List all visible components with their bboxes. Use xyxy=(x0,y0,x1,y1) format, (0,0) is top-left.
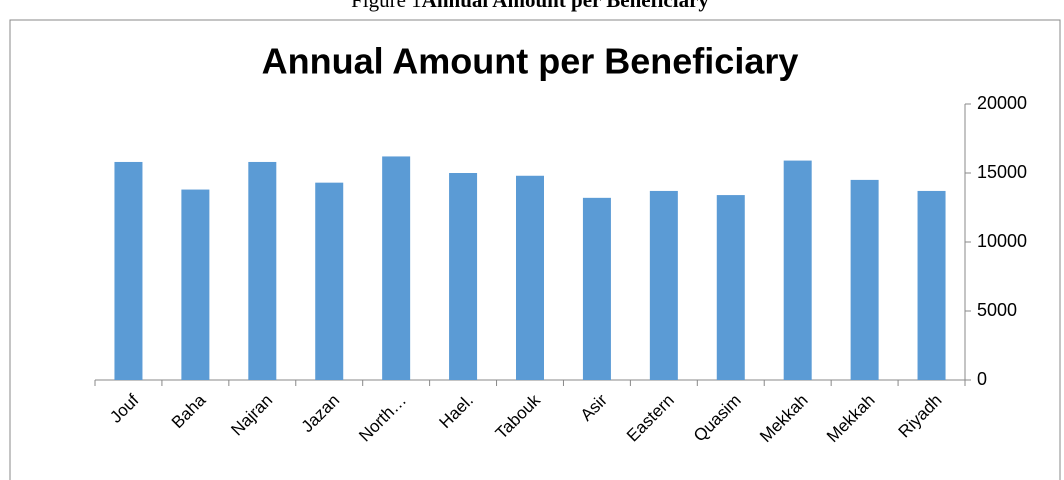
bar xyxy=(516,175,544,380)
bar xyxy=(649,190,678,380)
y-tick-label: 5000 xyxy=(977,300,1017,320)
bar xyxy=(248,161,277,380)
x-tick-label: North… xyxy=(355,391,410,446)
y-tick-label: 15000 xyxy=(977,162,1027,182)
x-tick-label: Tabouk xyxy=(492,390,545,443)
y-tick-label: 0 xyxy=(977,369,987,389)
bar xyxy=(917,190,946,380)
bar xyxy=(716,195,745,380)
y-tick-label: 10000 xyxy=(977,231,1027,251)
x-tick-label: Mekkah xyxy=(823,391,879,447)
bar xyxy=(850,179,879,380)
bar xyxy=(582,197,611,380)
x-tick-label: Najran xyxy=(227,391,276,440)
x-tick-label: Jazan xyxy=(298,391,344,437)
chart-border xyxy=(9,19,1061,480)
figure-caption: Figure 1Annual Amount per Beneficiary xyxy=(351,0,709,12)
caption-label: Figure 1 xyxy=(351,0,422,12)
chart-title: Annual Amount per Beneficiary xyxy=(262,41,799,82)
bar xyxy=(783,160,812,380)
x-tick-label: Jouf xyxy=(106,390,142,426)
x-tick-label: Mekkah xyxy=(756,391,812,447)
x-tick-label: Baha xyxy=(168,390,210,432)
x-tick-label: Riyadh xyxy=(895,391,946,442)
bar xyxy=(449,173,478,380)
bar xyxy=(114,161,143,380)
x-tick-label: Quasim xyxy=(690,391,745,446)
bar xyxy=(315,182,344,380)
x-tick-label: Eastern xyxy=(623,391,678,446)
caption-title: Annual Amount per Beneficiary xyxy=(422,0,710,12)
x-tick-label: Hael. xyxy=(436,391,477,432)
y-tick-label: 20000 xyxy=(977,93,1027,113)
bar xyxy=(181,189,210,380)
bar xyxy=(382,156,411,380)
x-tick-label: Asir xyxy=(577,390,611,424)
